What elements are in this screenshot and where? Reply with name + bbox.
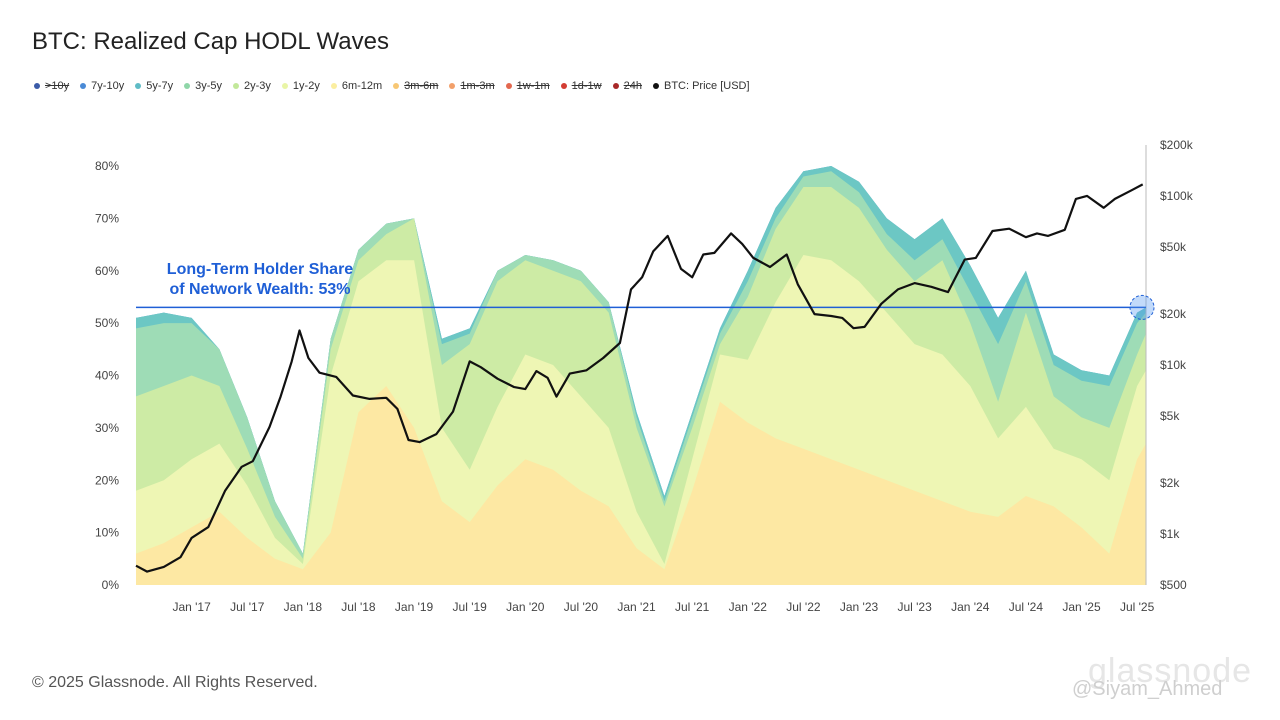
- y-right-tick-label: $20k: [1160, 307, 1187, 321]
- author-watermark: @Siyam_Ahmed: [1072, 678, 1223, 700]
- legend-label: 1w-1m: [516, 80, 550, 92]
- legend-swatch: [652, 83, 659, 89]
- x-tick-label: Jul '21: [675, 600, 710, 614]
- x-axis: Jan '17 Jul '17 Jan '18 Jul '18 Jan '19 Jul '…: [172, 600, 1154, 614]
- x-tick-label: Jan '25: [1062, 600, 1101, 614]
- copyright-footer: © 2025 Glassnode. All Rights Reserved.: [32, 674, 318, 691]
- x-tick-label: Jul '24: [1009, 600, 1044, 614]
- y-left-tick-label: 0%: [102, 578, 120, 592]
- x-tick-label: Jan '18: [284, 600, 323, 614]
- legend-label: 1d-1w: [571, 80, 602, 92]
- legend-label: 1y-2y: [292, 80, 320, 92]
- legend-label: 5y-7y: [146, 80, 174, 92]
- y-axis-right: $500 $1k $2k $5k $10k $20k $50k $100k $200k: [1145, 138, 1194, 592]
- y-right-tick-label: $1k: [1160, 527, 1180, 541]
- x-tick-label: Jul '23: [897, 600, 932, 614]
- legend-swatch: [281, 83, 288, 89]
- legend-item-9[interactable]: 1w-1m: [505, 80, 550, 92]
- annotation-group: Long-Term Holder Share of Network Wealth…: [167, 261, 353, 298]
- legend-label: 7y-10y: [91, 80, 125, 92]
- legend-item-4[interactable]: 2y-3y: [233, 80, 271, 92]
- x-tick-label: Jul '20: [564, 600, 599, 614]
- price-line-group: [135, 183, 1144, 573]
- legend-swatch: [184, 83, 191, 89]
- legend-label: 6m-12m: [341, 80, 383, 92]
- y-left-tick-label: 30%: [95, 421, 119, 435]
- y-left-tick-label: 20%: [95, 473, 119, 487]
- legend-label: 2y-3y: [244, 80, 271, 92]
- legend-label: 1m-3m: [460, 80, 495, 92]
- legend-item-12[interactable]: BTC: Price [USD]: [652, 80, 750, 92]
- x-tick-label: Jul '18: [341, 600, 376, 614]
- reference-line-group: [136, 294, 1155, 320]
- legend-item-3[interactable]: 3y-5y: [184, 80, 222, 92]
- chart-title: BTC: Realized Cap HODL Waves: [32, 28, 389, 55]
- x-tick-label: Jan '21: [617, 600, 656, 614]
- current-value-marker: [1129, 294, 1155, 320]
- x-tick-label: Jan '23: [840, 600, 879, 614]
- legend-swatch: [560, 83, 567, 89]
- y-left-tick-label: 50%: [95, 316, 119, 330]
- legend-swatch: [393, 83, 400, 89]
- x-tick-label: Jul '22: [786, 600, 821, 614]
- band-6m-12m: [136, 386, 1146, 585]
- x-tick-label: Jan '22: [729, 600, 768, 614]
- y-left-tick-label: 70%: [95, 211, 119, 225]
- legend: >10y 7y-10y 5y-7y 3y-5y 2y-3y 1y-2y 6m-12m 3m-6…: [34, 80, 761, 92]
- y-left-tick-label: 10%: [95, 526, 119, 540]
- x-tick-label: Jan '19: [395, 600, 434, 614]
- y-left-tick-label: 80%: [95, 159, 119, 173]
- x-tick-label: Jan '20: [506, 600, 545, 614]
- legend-item-11[interactable]: 24h: [612, 80, 642, 92]
- y-right-tick-label: $10k: [1160, 358, 1187, 372]
- btc-price-line: [135, 183, 1144, 573]
- x-tick-label: Jan '17: [172, 600, 211, 614]
- legend-swatch: [449, 83, 456, 89]
- x-tick-label: Jul '25: [1120, 600, 1155, 614]
- y-axis-left: 0% 10% 20% 30% 40% 50% 60% 70% 80%: [95, 159, 119, 592]
- y-right-tick-label: $200k: [1160, 138, 1194, 152]
- x-tick-label: Jan '24: [951, 600, 990, 614]
- y-right-tick-label: $100k: [1160, 189, 1194, 203]
- legend-label: >10y: [45, 80, 70, 92]
- legend-item-7[interactable]: 3m-6m: [393, 80, 438, 92]
- legend-swatch: [330, 83, 337, 89]
- legend-label: 3y-5y: [195, 80, 223, 92]
- x-tick-label: Jul '19: [453, 600, 488, 614]
- hodl-bands: [136, 166, 1146, 585]
- legend-item-10[interactable]: 1d-1w: [560, 80, 602, 92]
- y-right-tick-label: $500: [1160, 578, 1187, 592]
- y-right-tick-label: $5k: [1160, 409, 1180, 423]
- legend-label: BTC: Price [USD]: [663, 80, 750, 92]
- annotation-line-2: of Network Wealth: 53%: [169, 281, 350, 298]
- legend-swatch: [135, 83, 142, 89]
- y-left-tick-label: 40%: [95, 369, 119, 383]
- legend-label: 24h: [623, 80, 642, 92]
- annotation-line-1: Long-Term Holder Share: [167, 261, 353, 278]
- legend-item-5[interactable]: 1y-2y: [281, 80, 320, 92]
- x-tick-label: Jul '17: [230, 600, 265, 614]
- legend-item-8[interactable]: 1m-3m: [449, 80, 495, 92]
- legend-label: 3m-6m: [404, 80, 439, 92]
- y-left-tick-label: 60%: [95, 264, 119, 278]
- legend-item-6[interactable]: 6m-12m: [330, 80, 383, 92]
- legend-swatch: [612, 83, 619, 89]
- y-right-tick-label: $2k: [1160, 476, 1180, 490]
- legend-item-1[interactable]: 7y-10y: [80, 80, 124, 92]
- legend-item-0[interactable]: >10y: [34, 80, 69, 92]
- legend-swatch: [505, 83, 512, 89]
- legend-item-2[interactable]: 5y-7y: [135, 80, 173, 92]
- y-right-tick-label: $50k: [1160, 240, 1187, 254]
- legend-swatch: [233, 83, 240, 89]
- legend-swatch: [34, 83, 40, 89]
- legend-swatch: [80, 83, 87, 89]
- glassnode-watermark: glassnode: [1088, 652, 1253, 690]
